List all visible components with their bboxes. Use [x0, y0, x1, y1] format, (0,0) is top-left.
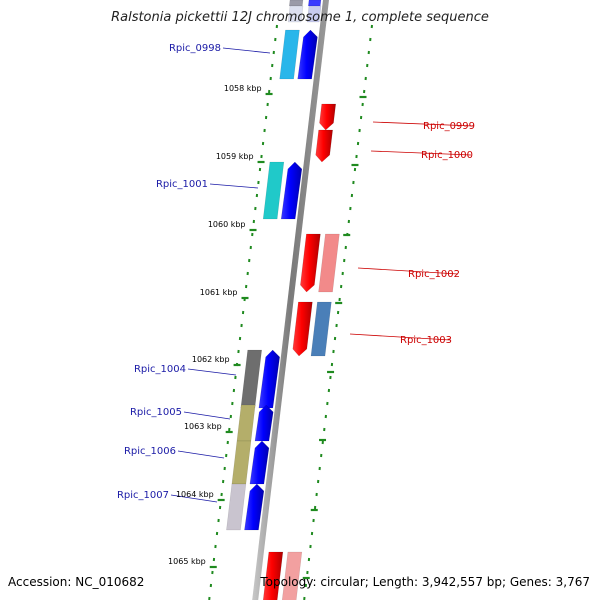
chromosome-backbone — [252, 0, 329, 600]
cog-color-bar — [310, 301, 332, 357]
kbp-tick-label: 1061 kbp — [200, 288, 238, 297]
forward-gene-arrow — [254, 404, 274, 442]
kbp-tick-label: 1058 kbp — [224, 84, 262, 93]
partial-gene-top — [306, 5, 322, 23]
reverse-gene-arrow — [300, 233, 321, 293]
gene-leader-line — [177, 450, 225, 459]
cog-color-bar — [226, 483, 247, 531]
reverse-gene-arrow — [315, 129, 333, 163]
gene-leader-line — [222, 47, 271, 54]
gene-label-left: Rpic_1004 — [134, 364, 186, 375]
right-dotted-guide — [303, 24, 373, 600]
gene-label-right: Rpic_1003 — [400, 335, 452, 346]
forward-gene-arrow — [244, 483, 265, 531]
forward-gene-arrow — [280, 161, 303, 220]
gene-leader-line — [370, 150, 472, 156]
partial-gene-top — [308, 0, 322, 7]
gene-label-left: Rpic_1001 — [156, 179, 208, 190]
gene-label-left: Rpic_0998 — [169, 43, 221, 54]
gene-leader-line — [357, 267, 459, 275]
partial-gene-top — [287, 5, 304, 23]
kbp-tick-label: 1063 kbp — [184, 422, 222, 431]
topology-summary: Topology: circular; Length: 3,942,557 bp… — [260, 575, 590, 589]
left-dotted-guide — [208, 24, 278, 600]
accession-label: Accession: NC_010682 — [8, 575, 145, 589]
gene-leader-line — [187, 368, 237, 376]
partial-gene-top — [289, 0, 304, 7]
cog-color-bar — [236, 404, 256, 442]
gene-label-left: Rpic_1006 — [124, 446, 176, 457]
gene-label-right: Rpic_0999 — [423, 121, 475, 132]
map-title: Ralstonia pickettii 12J chromosome 1, co… — [111, 10, 489, 25]
reverse-gene-arrow — [292, 301, 313, 357]
gene-label-left: Rpic_1005 — [130, 407, 182, 418]
cog-color-bar — [318, 233, 340, 293]
cog-color-bar — [279, 29, 300, 80]
partial-gene-bottom — [281, 551, 303, 600]
gene-leader-line — [209, 183, 259, 189]
kbp-tick-label: 1064 kbp — [176, 490, 214, 499]
gene-label-left: Rpic_1007 — [117, 490, 169, 501]
cog-color-bar — [262, 161, 285, 220]
cog-color-bar — [231, 440, 252, 485]
forward-gene-arrow — [297, 29, 318, 80]
partial-gene-bottom — [262, 551, 284, 600]
cog-color-bar — [240, 349, 262, 409]
gene-leader-line — [372, 121, 474, 127]
gene-leader-line — [349, 333, 451, 341]
kbp-tick-label: 1062 kbp — [192, 355, 230, 364]
kbp-tick-label: 1060 kbp — [208, 220, 246, 229]
gene-label-right: Rpic_1002 — [408, 269, 460, 280]
forward-gene-arrow — [249, 440, 270, 485]
gene-label-right: Rpic_1000 — [421, 150, 473, 161]
gene-leader-line — [183, 411, 231, 420]
kbp-tick-label: 1059 kbp — [216, 152, 254, 161]
reverse-gene-arrow — [319, 103, 337, 131]
gene-leader-line — [170, 494, 218, 503]
kbp-tick-label: 1065 kbp — [168, 557, 206, 566]
